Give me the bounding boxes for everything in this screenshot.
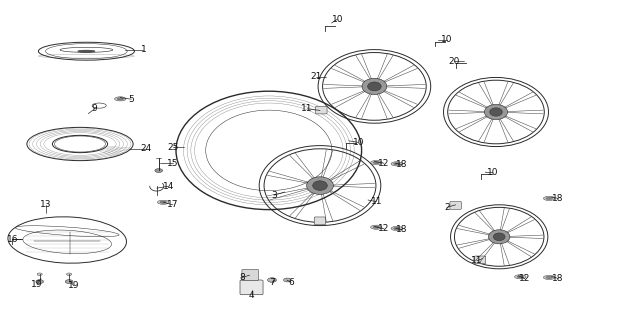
Text: 1: 1: [141, 45, 146, 54]
Text: 10: 10: [332, 15, 343, 24]
Text: 18: 18: [552, 274, 564, 283]
Ellipse shape: [391, 227, 403, 230]
Ellipse shape: [543, 275, 555, 280]
Ellipse shape: [160, 201, 166, 204]
FancyBboxPatch shape: [450, 202, 461, 209]
FancyBboxPatch shape: [316, 106, 327, 114]
Text: 11: 11: [301, 104, 313, 113]
Text: 4: 4: [249, 291, 254, 300]
Text: 8: 8: [239, 273, 244, 282]
Ellipse shape: [78, 50, 95, 52]
Ellipse shape: [517, 276, 524, 278]
Ellipse shape: [488, 230, 510, 244]
Circle shape: [284, 278, 291, 282]
Ellipse shape: [484, 104, 508, 120]
FancyBboxPatch shape: [314, 217, 326, 225]
Ellipse shape: [515, 275, 526, 279]
Text: 10: 10: [353, 138, 364, 147]
Text: 9: 9: [92, 104, 97, 113]
Circle shape: [37, 273, 42, 276]
Text: 10: 10: [487, 168, 499, 177]
Text: 6: 6: [289, 278, 294, 287]
Ellipse shape: [394, 227, 400, 230]
Text: 15: 15: [167, 159, 179, 168]
Text: 10: 10: [441, 36, 452, 44]
FancyBboxPatch shape: [242, 269, 259, 280]
Circle shape: [67, 273, 72, 276]
Text: 3: 3: [271, 191, 276, 200]
Text: 7: 7: [269, 278, 275, 287]
Circle shape: [36, 280, 44, 284]
Text: 17: 17: [167, 200, 179, 209]
Text: 25: 25: [167, 143, 179, 152]
Ellipse shape: [391, 162, 403, 166]
Ellipse shape: [493, 233, 505, 241]
Ellipse shape: [367, 82, 381, 91]
Text: 18: 18: [552, 194, 564, 203]
Text: 16: 16: [7, 235, 19, 244]
FancyBboxPatch shape: [474, 256, 486, 264]
Ellipse shape: [373, 161, 380, 164]
Text: 19: 19: [68, 281, 79, 290]
Text: 13: 13: [40, 200, 52, 209]
Ellipse shape: [371, 225, 382, 229]
Circle shape: [65, 280, 73, 284]
Text: 11: 11: [371, 197, 382, 206]
Text: 5: 5: [129, 95, 134, 104]
Text: 12: 12: [519, 274, 531, 283]
Ellipse shape: [362, 78, 387, 94]
Ellipse shape: [373, 226, 380, 228]
Text: 18: 18: [396, 160, 408, 169]
Ellipse shape: [394, 163, 400, 165]
Text: 14: 14: [163, 182, 174, 191]
Circle shape: [155, 169, 163, 172]
Ellipse shape: [307, 177, 333, 194]
Text: 21: 21: [310, 72, 322, 81]
Text: 24: 24: [140, 144, 152, 153]
Text: 2: 2: [444, 203, 449, 212]
Ellipse shape: [543, 196, 555, 200]
Ellipse shape: [490, 108, 502, 116]
Ellipse shape: [117, 98, 124, 100]
Text: 12: 12: [378, 159, 390, 168]
Ellipse shape: [157, 200, 169, 204]
Text: 19: 19: [31, 280, 43, 289]
Text: 12: 12: [378, 224, 390, 233]
FancyBboxPatch shape: [240, 280, 263, 295]
Ellipse shape: [546, 276, 552, 278]
Ellipse shape: [115, 97, 126, 101]
Text: 20: 20: [449, 57, 460, 66]
Circle shape: [268, 278, 276, 282]
Text: 18: 18: [396, 225, 408, 234]
Ellipse shape: [371, 160, 382, 164]
Text: 11: 11: [471, 256, 483, 265]
Ellipse shape: [313, 181, 327, 190]
Ellipse shape: [546, 197, 552, 200]
